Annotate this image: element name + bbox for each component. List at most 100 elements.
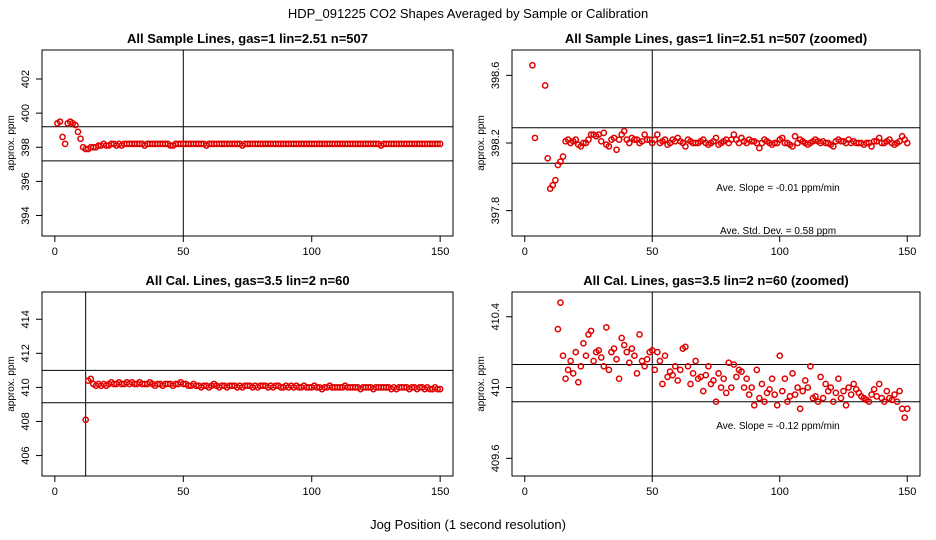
data-point xyxy=(740,384,748,391)
y-axis-label: approx. ppm xyxy=(6,356,17,412)
data-point xyxy=(720,375,728,383)
data-point xyxy=(625,139,633,147)
data-point xyxy=(559,153,567,160)
data-point xyxy=(840,387,847,395)
y-tick-label: 396 xyxy=(20,172,32,190)
data-point xyxy=(804,384,812,391)
data-point xyxy=(56,118,64,126)
data-point xyxy=(625,359,633,367)
x-tick-label: 150 xyxy=(431,246,449,258)
data-point xyxy=(827,384,835,391)
data-point xyxy=(766,385,773,393)
figure-x-label: Jog Position (1 second resolution) xyxy=(370,517,566,532)
data-point xyxy=(434,140,441,148)
data-point xyxy=(572,348,580,356)
data-point xyxy=(654,131,661,138)
x-tick-label: 150 xyxy=(898,486,916,498)
data-point xyxy=(684,362,692,370)
data-point xyxy=(77,135,84,143)
x-tick-label: 100 xyxy=(771,246,789,258)
data-point xyxy=(580,139,587,147)
data-point xyxy=(835,375,842,383)
x-tick-label: 150 xyxy=(898,246,916,258)
x-tick-label: 0 xyxy=(52,246,58,258)
data-point xyxy=(829,143,837,150)
data-point xyxy=(631,136,638,143)
x-tick-label: 100 xyxy=(303,486,321,498)
data-point xyxy=(557,158,564,165)
data-point xyxy=(850,380,858,388)
data-point xyxy=(789,143,796,150)
data-point xyxy=(756,394,763,402)
data-point xyxy=(620,127,628,135)
annotation: Ave. Slope = -0.12 ppm/min xyxy=(716,421,840,432)
y-tick-label: 398.6 xyxy=(490,62,502,90)
data-point xyxy=(82,416,90,424)
data-point xyxy=(434,385,441,393)
data-point xyxy=(628,345,636,352)
data-point xyxy=(687,380,694,388)
data-point xyxy=(710,377,717,384)
data-point xyxy=(863,139,870,147)
data-point xyxy=(715,370,722,377)
x-tick-label: 100 xyxy=(771,486,789,498)
data-point xyxy=(745,391,753,398)
data-point xyxy=(768,375,776,383)
y-tick-label: 400 xyxy=(20,104,32,122)
panel-cal-lines: All Cal. Lines, gas=3.5 lin=2 n=60 0 50 100… xyxy=(6,273,454,498)
data-point xyxy=(807,362,814,370)
data-point xyxy=(572,136,580,143)
data-point xyxy=(689,370,697,377)
x-tick-label: 0 xyxy=(522,486,528,498)
data-point xyxy=(791,391,799,398)
data-point xyxy=(562,375,569,383)
data-point xyxy=(656,357,664,365)
data-point xyxy=(750,401,758,409)
data-point xyxy=(587,327,595,335)
data-point xyxy=(794,384,801,391)
data-point xyxy=(778,134,786,142)
data-point xyxy=(613,355,620,363)
data-point xyxy=(738,368,745,375)
y-axis-label: approx. ppm xyxy=(6,115,17,171)
y-tick-label: 410.4 xyxy=(490,303,502,331)
data-point xyxy=(712,398,720,406)
panel-title: All Cal. Lines, gas=3.5 lin=2 n=60 (zoom… xyxy=(583,273,849,288)
data-point xyxy=(654,348,661,356)
data-point xyxy=(868,143,875,150)
data-point xyxy=(600,129,608,137)
data-point xyxy=(789,370,796,377)
data-point xyxy=(733,373,740,381)
data-point xyxy=(659,380,666,388)
data-point xyxy=(705,362,712,370)
data-point xyxy=(643,136,651,143)
y-tick-label: 410 xyxy=(20,378,32,396)
data-point xyxy=(717,384,725,391)
data-point xyxy=(727,384,735,391)
data-point xyxy=(791,132,799,140)
data-point xyxy=(541,82,549,89)
x-tick-label: 150 xyxy=(431,486,449,498)
figure-title: HDP_091225 CO2 Shapes Averaged by Sample… xyxy=(288,6,648,21)
y-tick-label: 414 xyxy=(20,310,32,328)
x-tick-label: 0 xyxy=(522,246,528,258)
data-point xyxy=(620,341,628,349)
data-point xyxy=(832,389,840,397)
data-point xyxy=(641,131,648,138)
data-point xyxy=(661,136,669,143)
y-tick-label: 410 xyxy=(490,378,502,396)
data-point xyxy=(605,143,613,150)
data-point xyxy=(676,366,684,374)
data-point xyxy=(758,380,766,388)
data-point xyxy=(544,154,552,162)
data-point xyxy=(87,375,95,383)
data-point xyxy=(554,325,562,333)
y-tick-label: 394 xyxy=(20,206,32,224)
data-point xyxy=(682,143,689,150)
data-point xyxy=(756,144,763,152)
data-point xyxy=(600,362,608,370)
data-point xyxy=(819,394,827,402)
data-point xyxy=(436,140,444,148)
data-point xyxy=(582,352,590,360)
data-point xyxy=(615,375,623,383)
